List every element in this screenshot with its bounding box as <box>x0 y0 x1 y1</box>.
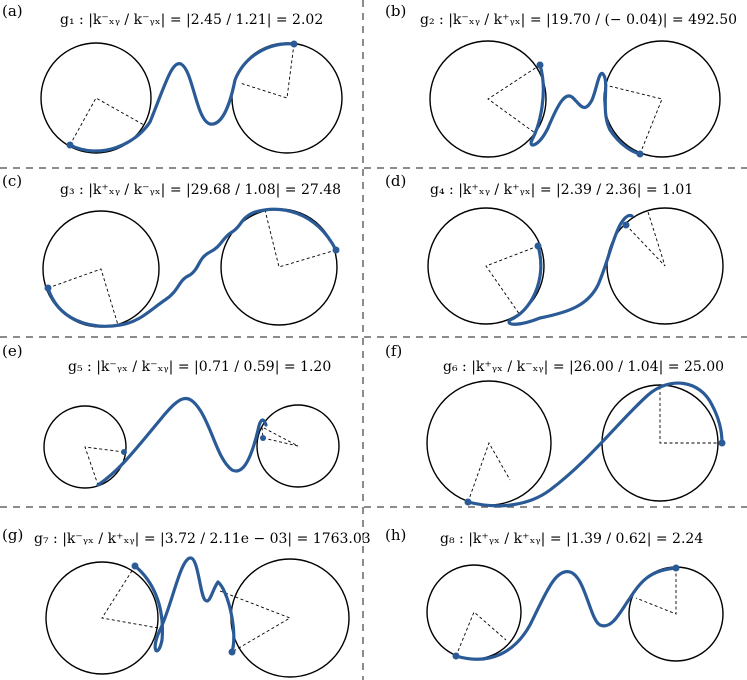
trajectory-curve <box>529 63 642 156</box>
left-radius-lines <box>69 97 145 146</box>
left-circle <box>426 564 522 660</box>
start-point <box>131 562 139 570</box>
right-radius-lines <box>635 568 677 615</box>
trajectory-curve <box>96 397 268 487</box>
left-circle <box>45 561 159 675</box>
panel-label: (a) <box>2 2 23 20</box>
panel-g: (g) g₇ : |k⁻ᵧₓ / k⁺ₓᵧ| = |3.72 / 2.11e −… <box>2 526 371 678</box>
panel-h: (h) g₈ : |k⁺ᵧₓ / k⁺ₓᵧ| = |1.39 / 0.62| =… <box>385 526 724 662</box>
right-radius-lines <box>239 43 295 99</box>
panel-label: (e) <box>2 342 23 360</box>
end-point <box>228 648 236 656</box>
panel-label: (h) <box>385 526 406 544</box>
right-circle <box>230 558 350 678</box>
left-circle <box>43 405 127 489</box>
end-point <box>622 221 630 229</box>
panel-c: (c) g₃ : |k⁺ₓᵧ / k⁻ᵧₓ| = |29.68 / 1.08| … <box>2 172 341 328</box>
end-point <box>332 246 340 254</box>
left-circle <box>427 207 545 325</box>
panel-label: (c) <box>2 172 22 190</box>
panel-label: (f) <box>385 342 402 360</box>
end-point <box>290 40 298 48</box>
panel-formula: g₇ : |k⁻ᵧₓ / k⁺ₓᵧ| = |3.72 / 2.11e − 03|… <box>34 531 371 547</box>
end-point <box>260 435 266 441</box>
end-point <box>672 564 680 572</box>
left-radius-lines <box>467 441 511 503</box>
panel-f: (f) g₆ : |k⁺ᵧₓ / k⁻ₓᵧ| = |26.00 / 1.04| … <box>385 342 726 508</box>
panel-label: (d) <box>385 172 406 190</box>
left-radius-lines <box>487 64 541 134</box>
start-point <box>464 498 472 506</box>
trajectory-curve <box>466 381 724 508</box>
right-radius-lines <box>264 209 337 268</box>
left-circle <box>429 40 547 158</box>
panel-formula: g₂ : |k⁻ₓᵧ / k⁺ᵧₓ| = |19.70 / (− 0.04)| … <box>420 12 737 28</box>
trajectory-curve <box>507 213 634 326</box>
start-point <box>66 141 74 149</box>
panel-formula: g₄ : |k⁺ₓᵧ / k⁺ᵧₓ| = |2.39 / 2.36| = 1.0… <box>430 182 693 198</box>
left-radius-lines <box>47 268 119 326</box>
left-radius-lines <box>84 446 125 486</box>
start-point <box>44 284 52 292</box>
right-radius-lines <box>659 386 722 444</box>
left-radius-lines <box>101 565 159 629</box>
right-radius-lines <box>604 84 663 155</box>
end-point <box>636 150 644 158</box>
right-circle <box>256 404 340 488</box>
right-circle <box>606 207 724 325</box>
start-point <box>536 61 544 69</box>
panel-formula: g₆ : |k⁺ᵧₓ / k⁻ₓᵧ| = |26.00 / 1.04| = 25… <box>443 359 724 375</box>
panel-formula: g₃ : |k⁺ₓᵧ / k⁻ᵧₓ| = |29.68 / 1.08| = 27… <box>60 182 341 198</box>
trajectory-curve <box>454 566 678 661</box>
panel-b: (b) g₂ : |k⁻ₓᵧ / k⁺ᵧₓ| = |19.70 / (− 0.0… <box>385 2 737 158</box>
right-circle <box>603 40 721 158</box>
left-circle <box>40 42 152 154</box>
start-point <box>452 652 460 660</box>
panel-a: (a) g₁ : |k⁻ₓᵧ / k⁻ᵧₓ| = |2.45 / 1.21| =… <box>2 2 343 154</box>
panel-e: (e) g₅ : |k⁻ᵧₓ / k⁻ₓᵧ| = |0.71 / 0.59| =… <box>2 342 340 489</box>
left-radius-lines <box>455 611 507 657</box>
panel-formula: g₈ : |k⁺ᵧₓ / k⁺ₓᵧ| = |1.39 / 0.62| = 2.2… <box>440 531 703 547</box>
start-point <box>534 242 542 250</box>
right-radius-lines <box>625 211 666 267</box>
end-point <box>718 439 726 447</box>
panel-label: (g) <box>2 526 23 544</box>
panel-label: (b) <box>385 2 406 20</box>
trajectory-curve <box>46 207 338 328</box>
start-point <box>121 449 127 455</box>
left-radius-lines <box>485 245 539 316</box>
right-radius-lines <box>261 426 299 447</box>
trajectory-curve <box>68 42 296 153</box>
panel-formula: g₅ : |k⁻ᵧₓ / k⁻ₓᵧ| = |0.71 / 0.59| = 1.2… <box>68 359 331 375</box>
trajectory-curve <box>133 556 236 654</box>
panel-d: (d) g₄ : |k⁺ₓᵧ / k⁺ᵧₓ| = |2.39 / 2.36| =… <box>385 172 724 326</box>
panel-formula: g₁ : |k⁻ₓᵧ / k⁻ᵧₓ| = |2.45 / 1.21| = 2.0… <box>60 12 323 28</box>
